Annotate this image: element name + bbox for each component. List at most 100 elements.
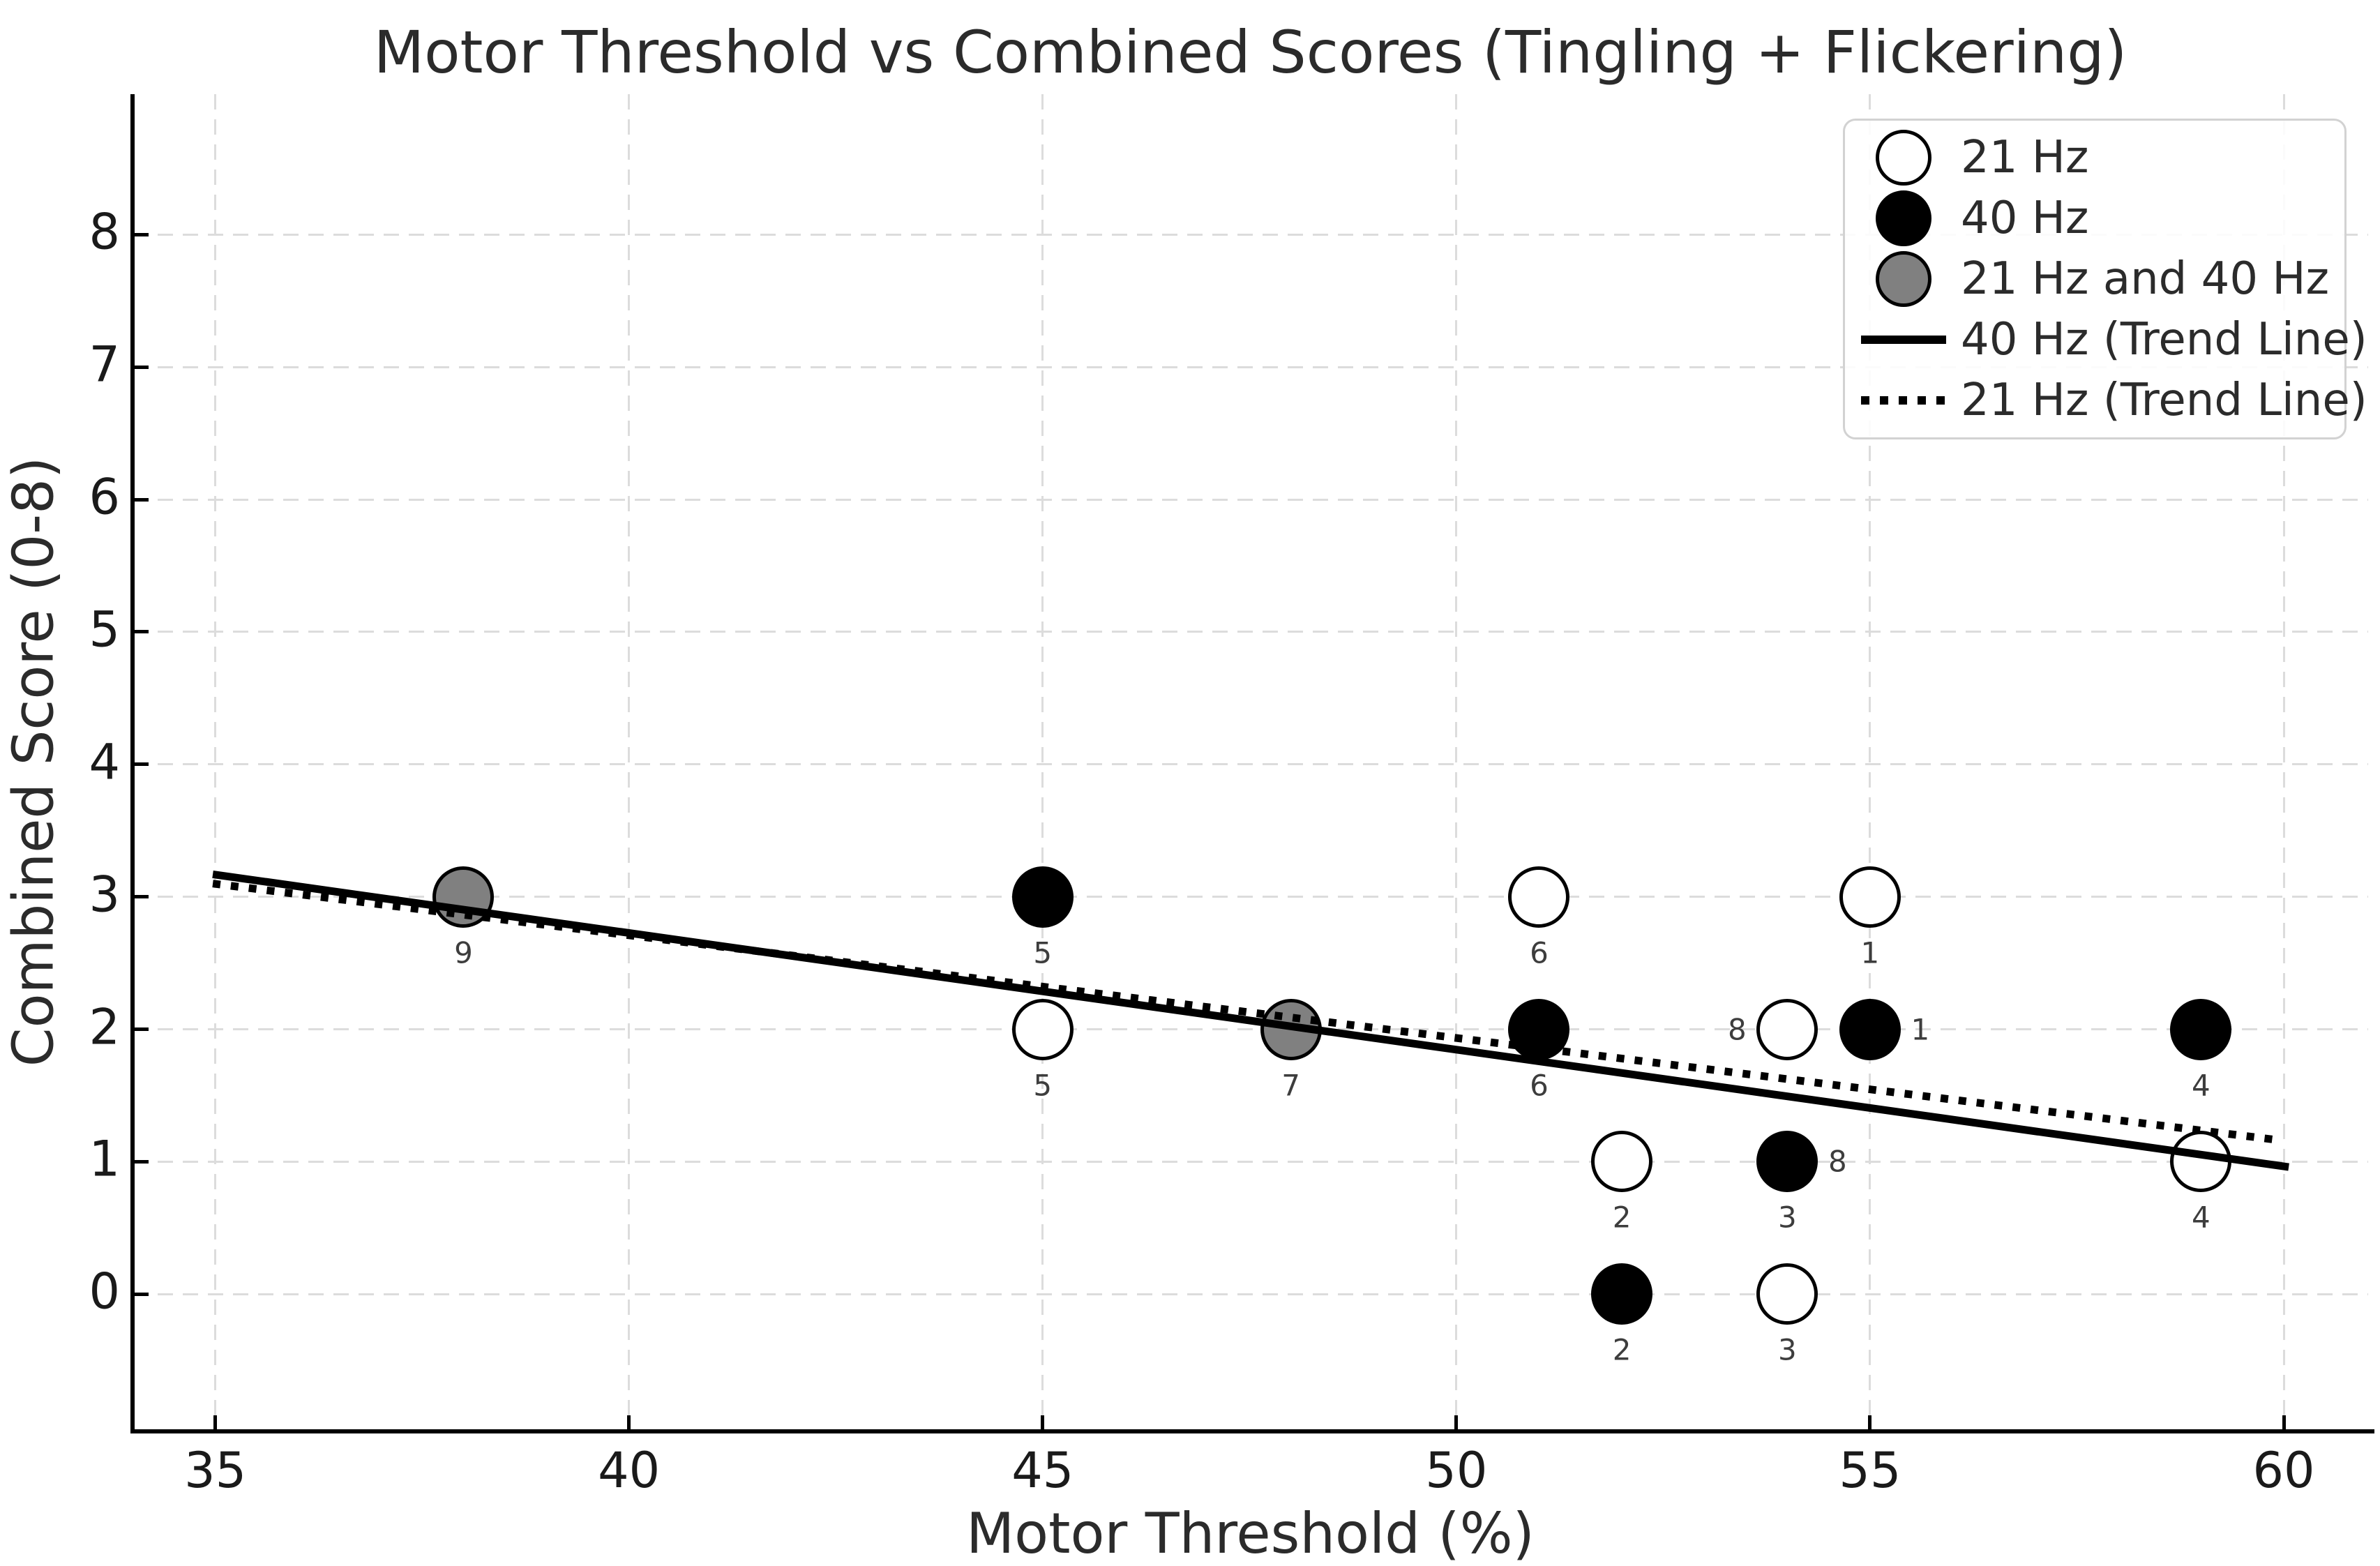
point-label: 5 bbox=[1033, 1068, 1053, 1103]
y-tick-mark bbox=[135, 1292, 149, 1296]
y-gridline bbox=[133, 1160, 2368, 1163]
y-tick-label: 4 bbox=[89, 733, 120, 791]
legend-item: 40 Hz bbox=[1858, 189, 2332, 248]
dotted-line-icon bbox=[1861, 396, 1946, 405]
x-tick-label: 60 bbox=[2252, 1442, 2315, 1499]
x-axis-spine bbox=[130, 1429, 2374, 1433]
point-label: 8 bbox=[1727, 1012, 1747, 1047]
y-tick-label: 1 bbox=[89, 1131, 120, 1189]
x-gridline bbox=[628, 94, 631, 1429]
legend-item: 40 Hz (Trend Line) bbox=[1858, 310, 2367, 369]
legend-line-marker-icon bbox=[1858, 396, 1950, 405]
point-label: 8 bbox=[1828, 1144, 1847, 1179]
x-tick-label: 35 bbox=[184, 1442, 247, 1499]
y-gridline bbox=[133, 1028, 2368, 1031]
data-point-21-hz bbox=[1839, 866, 1901, 928]
point-label: 4 bbox=[2192, 1068, 2210, 1103]
point-label: 6 bbox=[1530, 935, 1549, 970]
y-gridline bbox=[133, 763, 2368, 766]
x-tick-mark bbox=[1868, 1415, 1872, 1429]
x-tick-label: 45 bbox=[1011, 1442, 1074, 1499]
y-tick-mark bbox=[135, 762, 149, 767]
point-label: 2 bbox=[1612, 1332, 1632, 1367]
point-label: 4 bbox=[2192, 1200, 2210, 1235]
legend-item-label: 40 Hz bbox=[1961, 193, 2089, 244]
legend-item-label: 21 Hz and 40 Hz bbox=[1961, 253, 2330, 305]
x-gridline bbox=[1041, 94, 1044, 1429]
y-tick-mark bbox=[135, 365, 149, 369]
21-hz-(trend-line) bbox=[212, 880, 2283, 1145]
legend-item: 21 Hz (Trend Line) bbox=[1858, 371, 2367, 430]
y-tick-mark bbox=[135, 1027, 149, 1032]
x-gridline bbox=[1455, 94, 1458, 1429]
data-point-21-hz bbox=[1756, 1263, 1818, 1325]
point-label: 2 bbox=[1612, 1200, 1632, 1235]
x-tick-label: 40 bbox=[598, 1442, 661, 1499]
y-gridline bbox=[133, 498, 2368, 501]
point-label: 7 bbox=[1281, 1068, 1300, 1103]
legend-item: 21 Hz bbox=[1858, 128, 2332, 187]
y-tick-label: 3 bbox=[89, 866, 120, 924]
x-tick-mark bbox=[1041, 1415, 1045, 1429]
x-tick-mark bbox=[627, 1415, 631, 1429]
legend-circle-marker-icon bbox=[1858, 190, 1950, 246]
point-label: 1 bbox=[1911, 1012, 1930, 1047]
data-point-21-hz-and-40-hz bbox=[432, 866, 495, 928]
y-gridline bbox=[133, 366, 2368, 368]
point-label: 3 bbox=[1777, 1200, 1797, 1235]
data-point-40-hz bbox=[1591, 1263, 1653, 1325]
legend-item-label: 21 Hz (Trend Line) bbox=[1961, 375, 2367, 426]
data-point-40-hz bbox=[1011, 866, 1074, 928]
y-tick-label: 5 bbox=[89, 601, 120, 658]
solid-line-icon bbox=[1861, 336, 1946, 344]
y-gridline bbox=[133, 233, 2368, 236]
data-point-21-hz bbox=[1591, 1131, 1653, 1193]
circle-marker-icon bbox=[1876, 190, 1931, 246]
x-axis-label: Motor Threshold (%) bbox=[966, 1501, 1535, 1566]
data-point-40-hz bbox=[1839, 998, 1901, 1060]
legend-item-label: 40 Hz (Trend Line) bbox=[1961, 314, 2367, 366]
x-gridline bbox=[1869, 94, 1871, 1429]
y-axis-spine bbox=[130, 94, 135, 1433]
x-gridline bbox=[2282, 94, 2285, 1429]
x-tick-label: 55 bbox=[1839, 1442, 1901, 1499]
legend-item-label: 21 Hz bbox=[1961, 132, 2089, 183]
y-tick-label: 7 bbox=[89, 336, 120, 393]
y-tick-mark bbox=[135, 232, 149, 236]
legend-circle-marker-icon bbox=[1858, 251, 1950, 307]
point-label: 6 bbox=[1530, 1068, 1549, 1103]
y-tick-label: 8 bbox=[89, 203, 120, 261]
data-point-40-hz bbox=[1508, 998, 1570, 1060]
point-label: 5 bbox=[1033, 935, 1053, 970]
y-tick-label: 0 bbox=[89, 1263, 120, 1321]
40-hz-(trend-line) bbox=[212, 870, 2289, 1171]
y-tick-mark bbox=[135, 630, 149, 634]
data-point-21-hz bbox=[1756, 998, 1818, 1060]
x-gridline bbox=[214, 94, 217, 1429]
y-gridline bbox=[133, 1293, 2368, 1295]
y-gridline bbox=[133, 896, 2368, 898]
circle-marker-icon bbox=[1876, 251, 1931, 307]
x-tick-label: 50 bbox=[1425, 1442, 1488, 1499]
y-tick-mark bbox=[135, 497, 149, 502]
point-label: 1 bbox=[1860, 935, 1880, 970]
x-tick-mark bbox=[213, 1415, 218, 1429]
y-gridline bbox=[133, 631, 2368, 633]
legend: 21 Hz 40 Hz 21 Hz and 40 Hz 40 Hz (Trend Li… bbox=[1843, 119, 2367, 439]
data-point-21-hz bbox=[1011, 998, 1074, 1060]
data-point-21-hz bbox=[1508, 866, 1570, 928]
y-tick-label: 6 bbox=[89, 468, 120, 526]
x-tick-mark bbox=[1454, 1415, 1459, 1429]
data-point-40-hz bbox=[1756, 1131, 1818, 1193]
data-point-40-hz bbox=[2170, 998, 2232, 1060]
y-tick-mark bbox=[135, 1159, 149, 1164]
y-tick-label: 2 bbox=[89, 998, 120, 1056]
point-label: 9 bbox=[454, 935, 473, 970]
legend-circle-marker-icon bbox=[1858, 130, 1950, 186]
x-tick-mark bbox=[2282, 1415, 2286, 1429]
y-tick-mark bbox=[135, 895, 149, 899]
point-label: 3 bbox=[1777, 1332, 1797, 1367]
legend-item: 21 Hz and 40 Hz bbox=[1858, 250, 2332, 308]
